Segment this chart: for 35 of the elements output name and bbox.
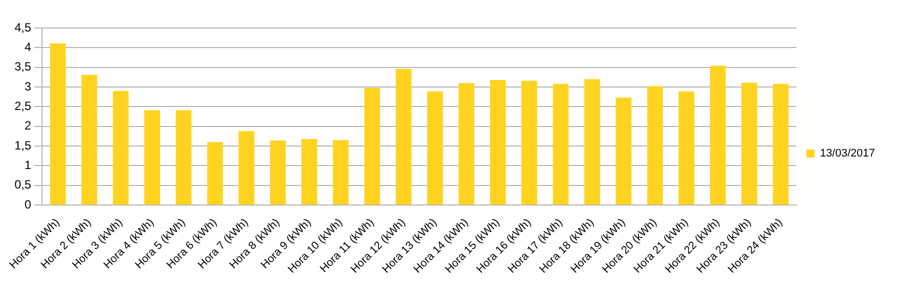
bar	[332, 140, 349, 205]
y-tick-label: 2	[24, 118, 32, 133]
bar	[144, 110, 160, 205]
bar	[427, 91, 443, 205]
y-tick-label: 1,5	[14, 138, 32, 152]
bar	[458, 83, 474, 205]
bar	[238, 131, 254, 205]
bar	[50, 43, 66, 205]
bar	[490, 80, 506, 205]
y-tick-label: 4	[24, 40, 32, 54]
bar	[364, 88, 380, 205]
y-tick-label: 4,5	[14, 20, 32, 34]
bar	[584, 79, 600, 205]
bar	[396, 68, 412, 205]
y-tick-label: 2,5	[14, 99, 32, 114]
legend-label: 13/03/2017	[820, 148, 876, 160]
bar	[207, 142, 223, 205]
y-tick-label: 3	[24, 79, 32, 94]
y-tick-label: 0	[24, 197, 32, 212]
bar	[710, 66, 726, 205]
y-tick-label: 0,5	[14, 178, 32, 192]
bar	[176, 110, 192, 205]
y-tick-label: 3,5	[14, 60, 32, 74]
bar	[521, 80, 538, 205]
y-tick-label: 1	[24, 158, 32, 172]
bar	[772, 84, 789, 205]
bar	[741, 82, 758, 205]
bar	[647, 86, 663, 205]
bar	[616, 98, 632, 205]
bar	[270, 140, 286, 205]
bar	[81, 74, 98, 205]
bar	[678, 91, 694, 205]
bar	[112, 90, 129, 205]
bar	[552, 84, 569, 205]
bar	[301, 138, 318, 205]
